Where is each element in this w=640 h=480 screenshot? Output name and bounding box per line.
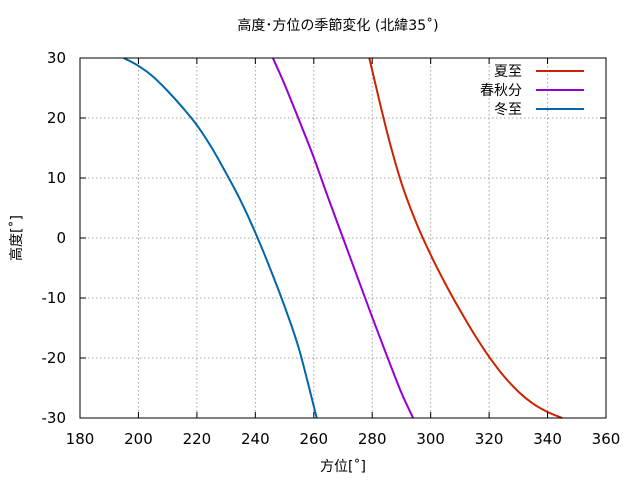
ticks: [79, 57, 607, 419]
y-tick-label: -30: [42, 409, 67, 427]
chart-title: 高度･方位の季節変化 (北緯35˚): [237, 17, 438, 34]
x-tick-label: 360: [592, 430, 621, 448]
y-tick-label: 20: [47, 109, 66, 127]
x-tick-label: 340: [533, 430, 562, 448]
x-tick-label: 280: [358, 430, 387, 448]
x-tick-label: 220: [183, 430, 212, 448]
x-tick-label: 200: [124, 430, 153, 448]
y-tick-label: 10: [47, 169, 66, 187]
x-tick-label: 260: [299, 430, 328, 448]
x-tick-label: 180: [66, 430, 95, 448]
y-tick-label: -10: [42, 289, 67, 307]
y-axis-title: 高度[˚]: [8, 215, 25, 261]
series-line-1: [368, 57, 563, 419]
series-layer: [123, 57, 563, 419]
x-axis-title: 方位[˚]: [320, 458, 366, 475]
x-tick-label: 320: [475, 430, 504, 448]
series-line-3: [123, 57, 318, 419]
y-tick-label: 30: [47, 49, 66, 67]
grid: [80, 58, 606, 418]
x-tick-label: 240: [241, 430, 270, 448]
y-tick-label: -20: [42, 349, 67, 367]
legend-label: 夏至: [494, 64, 522, 80]
x-tick-label: 300: [416, 430, 445, 448]
x-tick-labels: 180 200 220 240 260 280 300 320 340 360: [66, 430, 621, 448]
y-tick-label: 0: [56, 229, 66, 247]
series-line-2: [271, 57, 415, 419]
legend-label: 冬至: [494, 102, 522, 118]
y-tick-labels: -30 -20 -10 0 10 20 30: [42, 49, 67, 427]
legend-label: 春秋分: [480, 83, 522, 99]
